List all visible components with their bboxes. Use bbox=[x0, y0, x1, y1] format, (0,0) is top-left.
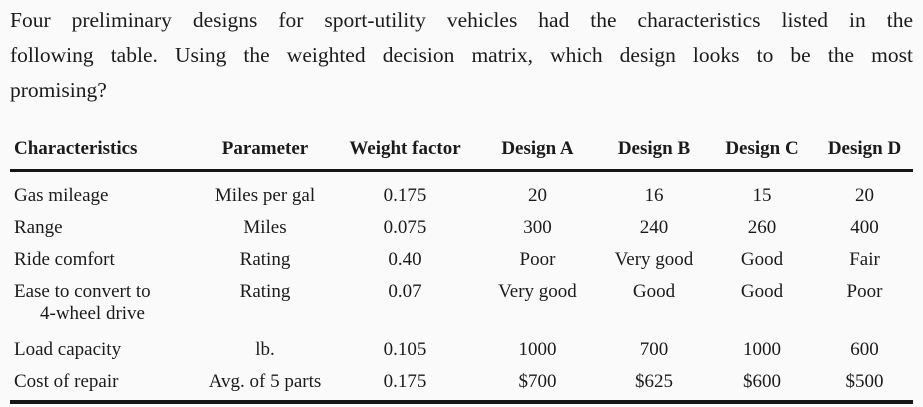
col-header-design-a: Design A bbox=[475, 132, 600, 172]
table-row-ease-to-convert: Ease to convert to 4-wheel drive Rating … bbox=[10, 276, 913, 330]
cell-design-b: 16 bbox=[644, 185, 664, 206]
cell-characteristic: Gas mileage bbox=[10, 171, 195, 213]
cell-design-c: Good bbox=[740, 249, 784, 270]
cell-design-b: $625 bbox=[635, 371, 673, 392]
question-line-1: Four preliminary designs for sport-utili… bbox=[10, 8, 913, 32]
cell-parameter: Avg. of 5 parts bbox=[208, 371, 322, 392]
cell-design-a: Poor bbox=[519, 249, 556, 270]
question-line-3: promising? bbox=[10, 78, 107, 102]
cell-design-a: Very good bbox=[498, 281, 577, 302]
cell-parameter: Miles per gal bbox=[214, 185, 316, 206]
cell-design-b: 240 bbox=[639, 217, 669, 238]
characteristic-label: Load capacity bbox=[14, 339, 122, 360]
cell-design-d: $500 bbox=[845, 371, 884, 392]
cell-weight: 0.175 bbox=[383, 185, 427, 206]
cell-design-a: 1000 bbox=[518, 339, 557, 360]
cell-design-c: 260 bbox=[747, 217, 777, 238]
table-row-load-capacity: Load capacity lb. 0.105 1000 700 1000 60… bbox=[10, 330, 913, 366]
cell-design-b: 700 bbox=[639, 339, 669, 360]
cell-characteristic: Ease to convert to 4-wheel drive bbox=[10, 276, 195, 330]
table-bottom-rule bbox=[10, 400, 913, 404]
cell-characteristic: Ride comfort bbox=[10, 244, 195, 276]
characteristic-label-line2: 4-wheel drive bbox=[40, 303, 145, 324]
cell-weight: 0.075 bbox=[383, 217, 427, 238]
cell-weight: 0.175 bbox=[383, 371, 427, 392]
cell-design-a: $700 bbox=[518, 371, 557, 392]
cell-design-a: 20 bbox=[528, 185, 547, 206]
cell-design-b: Very good bbox=[614, 249, 694, 270]
col-header-characteristics: Characteristics bbox=[10, 132, 195, 172]
question-paragraph: Four preliminary designs for sport-utili… bbox=[10, 3, 913, 108]
cell-parameter: Miles bbox=[243, 217, 287, 238]
cell-design-d: 400 bbox=[850, 217, 879, 238]
cell-design-b: Good bbox=[632, 281, 676, 302]
cell-parameter: lb. bbox=[255, 339, 275, 360]
cell-weight: 0.105 bbox=[383, 339, 427, 360]
cell-design-d: Fair bbox=[849, 249, 880, 270]
table-row-gas-mileage: Gas mileage Miles per gal 0.175 20 16 15… bbox=[10, 171, 913, 213]
col-header-design-c: Design C bbox=[708, 132, 816, 172]
cell-parameter: Rating bbox=[239, 281, 291, 302]
cell-weight: 0.40 bbox=[388, 249, 422, 270]
cell-characteristic: Cost of repair bbox=[10, 366, 195, 398]
characteristic-label: Range bbox=[14, 217, 63, 238]
decision-matrix-table: Characteristics Parameter Weight factor … bbox=[10, 132, 913, 398]
cell-design-d: 20 bbox=[855, 185, 874, 206]
col-header-design-d: Design D bbox=[816, 132, 913, 172]
question-line-2: following table. Using the weighted deci… bbox=[10, 43, 913, 67]
cell-design-d: 600 bbox=[850, 339, 879, 360]
cell-parameter: Rating bbox=[239, 249, 291, 270]
characteristic-label: Cost of repair bbox=[14, 371, 119, 392]
table-header: Characteristics Parameter Weight factor … bbox=[10, 132, 913, 172]
cell-design-c: 1000 bbox=[743, 339, 781, 360]
characteristic-label: Ride comfort bbox=[14, 249, 115, 270]
cell-design-c: Good bbox=[740, 281, 784, 302]
col-header-weight-factor: Weight factor bbox=[335, 132, 475, 172]
col-header-parameter: Parameter bbox=[195, 132, 335, 172]
cell-design-a: 300 bbox=[523, 217, 552, 238]
table-row-cost-of-repair: Cost of repair Avg. of 5 parts 0.175 $70… bbox=[10, 366, 913, 398]
characteristic-label: Gas mileage bbox=[14, 185, 109, 206]
cell-characteristic: Range bbox=[10, 212, 195, 244]
cell-weight: 0.07 bbox=[388, 281, 422, 302]
cell-characteristic: Load capacity bbox=[10, 330, 195, 366]
col-header-design-b: Design B bbox=[600, 132, 708, 172]
table-body: Gas mileage Miles per gal 0.175 20 16 15… bbox=[10, 171, 913, 399]
cell-design-c: $600 bbox=[743, 371, 781, 392]
characteristic-label: Ease to convert to bbox=[14, 281, 151, 302]
cell-design-c: 15 bbox=[752, 185, 772, 206]
cell-design-d: Poor bbox=[846, 281, 883, 302]
table-row-range: Range Miles 0.075 300 240 260 400 bbox=[10, 212, 913, 244]
header-row: Characteristics Parameter Weight factor … bbox=[10, 132, 913, 172]
table-row-ride-comfort: Ride comfort Rating 0.40 Poor Very good … bbox=[10, 244, 913, 276]
